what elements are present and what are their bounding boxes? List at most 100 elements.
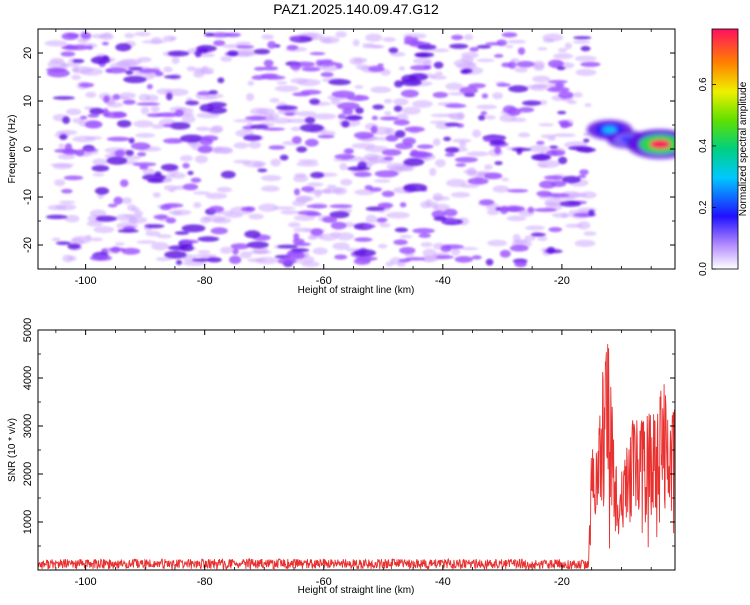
speckle [260,175,282,182]
speckle [540,134,557,139]
speckle [460,184,480,189]
speckle [558,120,570,125]
speckle [296,161,319,167]
speckle [409,65,430,71]
speckle [353,57,368,64]
speckle [87,113,100,118]
speckle [64,214,80,223]
speckle [466,151,490,157]
speckle [550,180,567,187]
speckle [326,184,337,189]
speckle [233,159,251,164]
speckle [101,41,109,46]
speckle [404,126,425,133]
speckle [575,68,597,77]
speckle [95,215,117,222]
speckle [144,224,165,229]
snr-x-label: Height of straight line (km) [298,585,415,596]
speckle [381,190,395,198]
colorbar-tick-label: 0.4 [698,139,709,153]
speckle [507,61,517,69]
speckle [274,85,299,92]
speckle [198,52,215,58]
speckle [435,255,454,259]
speckle [227,50,239,57]
speckle [61,188,73,194]
speckle [368,66,385,72]
speckle [134,210,144,216]
speckle [182,183,199,191]
speckle [162,138,183,144]
speckle [328,79,351,86]
speckle [435,71,443,76]
speckle [372,104,385,110]
speckle [472,129,482,138]
speckle [290,126,302,132]
x-tick-label: -20 [554,275,570,287]
speckle [388,47,399,54]
speckle [92,158,108,166]
speckle [528,145,549,153]
hotspot-core [602,126,617,133]
speckle [385,211,410,219]
speckle [398,66,406,71]
speckle [337,113,346,120]
speckle [125,70,134,75]
speckle [414,53,429,57]
speckle [352,39,360,47]
speckle [293,227,313,233]
speckle [506,215,527,222]
speckle [365,206,385,212]
speckle [197,145,213,154]
speckle [263,59,274,67]
x-tick-label: -100 [75,576,97,588]
speckle [365,214,378,224]
speckle [136,102,161,106]
speckle [179,155,193,162]
snr-y-label: SNR (10 * v/v) [7,418,18,482]
speckle [362,43,375,48]
colorbar: 0.0 0.2 0.4 0.6 Normalized spectral amplitu… [698,28,749,276]
speckle [395,113,409,122]
speckle [136,240,157,244]
speckle [181,224,206,233]
speckle [71,74,81,80]
speckle [103,95,110,103]
speckle [501,177,509,182]
speckle [269,98,280,103]
speckle [293,214,316,221]
speckle [379,223,391,228]
speckle [174,109,184,117]
speckle [213,40,226,46]
spectrogram-x-label: Height of straight line (km) [298,285,415,296]
speckle [485,42,503,46]
speckle [193,202,202,209]
speckle [422,248,437,258]
spectrogram-field [44,30,675,268]
speckle [433,203,450,211]
speckle [94,187,110,195]
speckle [93,226,115,234]
speckle [319,233,338,241]
speckle [443,208,458,217]
speckle [208,90,218,95]
speckle [577,174,587,179]
speckle [220,246,233,254]
speckle [304,138,319,147]
speckle [443,136,452,142]
speckle [393,98,409,106]
speckle [573,36,592,40]
speckle [376,217,388,223]
speckle [440,245,452,253]
speckle [151,241,169,251]
speckle [174,185,186,191]
speckle [400,78,422,87]
x-tick-label: -80 [197,576,213,588]
speckle [289,63,302,70]
speckle [562,175,581,184]
speckle [81,148,99,152]
speckle [418,233,431,238]
speckle [480,111,488,116]
speckle [233,142,249,149]
speckle [56,129,78,136]
